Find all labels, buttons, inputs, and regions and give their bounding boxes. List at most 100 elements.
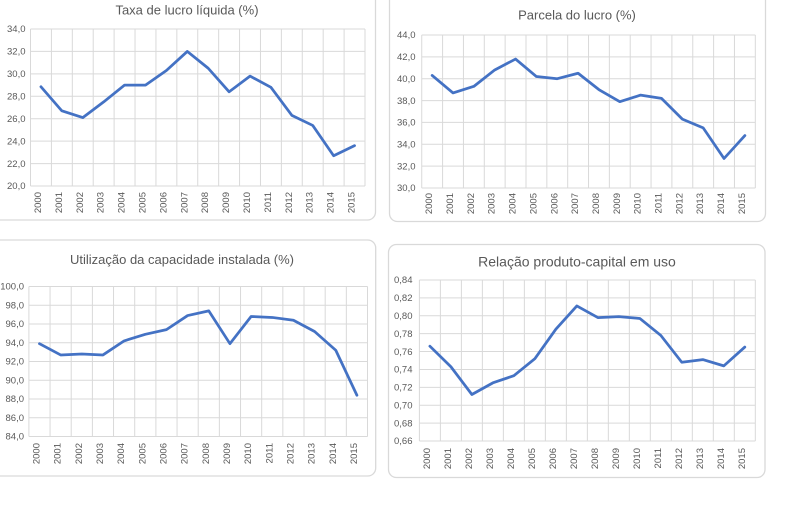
svg-text:0,76: 0,76 <box>394 347 413 358</box>
svg-text:2015: 2015 <box>737 448 748 469</box>
svg-text:34,0: 34,0 <box>397 140 416 151</box>
svg-text:2013: 2013 <box>307 443 318 464</box>
svg-text:2006: 2006 <box>549 193 560 214</box>
svg-text:100,0: 100,0 <box>0 282 24 293</box>
svg-text:2010: 2010 <box>243 443 254 464</box>
svg-text:2005: 2005 <box>137 443 148 464</box>
svg-text:Utilização da capacidade insta: Utilização da capacidade instalada (%) <box>70 252 294 267</box>
svg-text:2013: 2013 <box>305 192 316 213</box>
svg-text:34,0: 34,0 <box>7 24 26 35</box>
svg-text:2009: 2009 <box>612 193 623 214</box>
svg-text:2011: 2011 <box>653 448 664 468</box>
svg-text:2014: 2014 <box>716 448 727 469</box>
svg-text:2002: 2002 <box>75 192 86 213</box>
svg-text:2005: 2005 <box>527 448 538 469</box>
svg-text:2012: 2012 <box>285 443 296 464</box>
svg-text:92,0: 92,0 <box>6 357 25 368</box>
svg-text:98,0: 98,0 <box>6 300 25 311</box>
svg-text:2007: 2007 <box>569 448 580 469</box>
svg-text:0,66: 0,66 <box>394 436 413 447</box>
svg-text:2001: 2001 <box>53 443 64 464</box>
svg-text:2009: 2009 <box>222 443 233 464</box>
svg-text:2003: 2003 <box>487 193 498 214</box>
svg-text:0,74: 0,74 <box>394 365 413 376</box>
svg-text:2004: 2004 <box>117 192 128 213</box>
svg-text:44,0: 44,0 <box>397 30 416 41</box>
svg-text:2001: 2001 <box>54 192 65 213</box>
svg-text:0,82: 0,82 <box>394 293 413 304</box>
svg-text:86,0: 86,0 <box>6 413 25 424</box>
svg-text:2011: 2011 <box>264 443 275 463</box>
svg-text:2007: 2007 <box>180 443 191 464</box>
svg-text:2006: 2006 <box>158 192 169 213</box>
svg-text:2013: 2013 <box>695 448 706 469</box>
svg-text:2003: 2003 <box>485 448 496 469</box>
svg-text:36,0: 36,0 <box>397 118 416 129</box>
svg-text:94,0: 94,0 <box>6 338 25 349</box>
svg-text:2008: 2008 <box>591 193 602 214</box>
svg-text:2007: 2007 <box>570 193 581 214</box>
svg-text:2002: 2002 <box>466 193 477 214</box>
svg-text:2008: 2008 <box>590 448 601 469</box>
svg-text:84,0: 84,0 <box>6 432 25 443</box>
svg-text:26,0: 26,0 <box>7 114 26 125</box>
svg-text:0,70: 0,70 <box>394 400 413 411</box>
svg-text:90,0: 90,0 <box>6 375 25 386</box>
svg-text:42,0: 42,0 <box>397 52 416 63</box>
svg-text:32,0: 32,0 <box>7 47 26 58</box>
svg-text:0,80: 0,80 <box>394 311 413 322</box>
svg-text:2004: 2004 <box>506 448 517 469</box>
svg-text:2003: 2003 <box>96 192 107 213</box>
svg-text:2001: 2001 <box>445 193 456 214</box>
svg-text:2009: 2009 <box>611 448 622 469</box>
svg-text:2014: 2014 <box>328 443 339 464</box>
svg-text:Relação produto-capital em uso: Relação produto-capital em uso <box>478 254 676 270</box>
svg-text:Taxa de lucro líquida (%): Taxa de lucro líquida (%) <box>115 3 258 18</box>
svg-text:96,0: 96,0 <box>6 319 25 330</box>
svg-text:2011: 2011 <box>263 192 274 212</box>
svg-text:2011: 2011 <box>653 193 664 213</box>
svg-text:2005: 2005 <box>137 192 148 213</box>
svg-text:2001: 2001 <box>443 448 454 469</box>
svg-text:Parcela do lucro (%): Parcela do lucro (%) <box>518 8 636 23</box>
svg-text:2007: 2007 <box>179 192 190 213</box>
svg-text:2010: 2010 <box>633 193 644 214</box>
svg-text:0,72: 0,72 <box>394 383 413 394</box>
svg-text:0,68: 0,68 <box>394 418 413 429</box>
svg-text:2002: 2002 <box>74 443 85 464</box>
svg-text:24,0: 24,0 <box>7 136 26 147</box>
svg-text:22,0: 22,0 <box>7 159 26 170</box>
svg-text:2006: 2006 <box>158 443 169 464</box>
svg-text:0,84: 0,84 <box>394 275 413 286</box>
svg-text:2003: 2003 <box>95 443 106 464</box>
svg-text:2009: 2009 <box>221 192 232 213</box>
svg-text:2004: 2004 <box>116 443 127 464</box>
svg-text:32,0: 32,0 <box>397 161 416 172</box>
svg-text:2008: 2008 <box>201 443 212 464</box>
svg-text:2012: 2012 <box>674 448 685 469</box>
svg-text:20,0: 20,0 <box>7 181 26 192</box>
svg-text:2010: 2010 <box>632 448 643 469</box>
svg-text:2013: 2013 <box>695 193 706 214</box>
svg-text:2014: 2014 <box>326 192 337 213</box>
svg-text:38,0: 38,0 <box>397 96 416 107</box>
svg-text:0,78: 0,78 <box>394 329 413 340</box>
svg-text:2012: 2012 <box>674 193 685 214</box>
svg-text:30,0: 30,0 <box>397 183 416 194</box>
svg-text:2000: 2000 <box>33 192 44 213</box>
svg-text:2012: 2012 <box>284 192 295 213</box>
svg-text:2000: 2000 <box>31 443 42 464</box>
svg-text:2000: 2000 <box>424 193 435 214</box>
svg-text:2004: 2004 <box>508 193 519 214</box>
svg-text:28,0: 28,0 <box>7 92 26 103</box>
svg-text:2002: 2002 <box>464 448 475 469</box>
svg-text:30,0: 30,0 <box>7 69 26 80</box>
svg-text:2014: 2014 <box>716 193 727 214</box>
svg-text:2008: 2008 <box>200 192 211 213</box>
svg-text:2015: 2015 <box>347 192 358 213</box>
svg-text:2005: 2005 <box>528 193 539 214</box>
svg-text:2015: 2015 <box>349 443 360 464</box>
svg-text:88,0: 88,0 <box>6 394 25 405</box>
svg-text:2010: 2010 <box>242 192 253 213</box>
svg-text:40,0: 40,0 <box>397 74 416 85</box>
